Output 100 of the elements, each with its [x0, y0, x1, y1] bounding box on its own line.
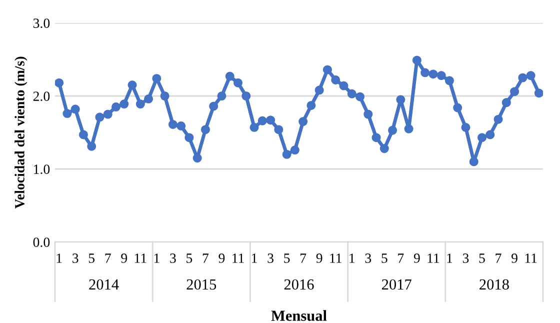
point: [168, 120, 178, 129]
point: [128, 80, 137, 90]
point: [103, 110, 112, 119]
x-tick-label: 11: [232, 254, 244, 263]
point: [217, 91, 226, 101]
point: [469, 157, 478, 166]
text: 2018: [480, 279, 509, 290]
y-tick-label: 1.0: [34, 164, 50, 174]
text: 2015: [186, 279, 216, 290]
y-tick-label: 3.0: [33, 18, 50, 28]
point: [428, 70, 438, 79]
point: [250, 122, 259, 132]
point: [372, 133, 381, 142]
x-tick-label: 9: [218, 254, 225, 263]
x-tick-label: 7: [496, 254, 502, 263]
point: [339, 81, 348, 90]
x-tick-label: 11: [134, 254, 146, 263]
point: [136, 100, 145, 109]
x-tick-label: 9: [414, 254, 420, 263]
point: [62, 109, 72, 118]
point: [87, 142, 96, 151]
point: [518, 73, 528, 82]
x-tick-label: 9: [512, 254, 518, 263]
point: [144, 94, 154, 104]
point: [314, 86, 324, 95]
x-axis-title: Mensual: [271, 310, 327, 321]
point: [420, 68, 430, 78]
point: [477, 133, 487, 142]
point: [298, 117, 308, 126]
x-tick-label: 7: [202, 254, 209, 263]
point: [380, 144, 389, 154]
point: [526, 71, 536, 80]
point: [200, 125, 210, 134]
x-tick-label: 5: [88, 254, 95, 263]
x-tick-label: 1: [154, 254, 160, 263]
point: [355, 92, 365, 102]
point: [322, 65, 332, 74]
x-tick-label: 5: [186, 254, 192, 263]
point: [347, 89, 356, 98]
point: [160, 91, 170, 101]
point: [258, 116, 267, 126]
point: [486, 130, 495, 140]
point: [111, 102, 121, 112]
x-tick-label: 1: [56, 254, 62, 263]
x-tick-label: 9: [316, 254, 322, 263]
x-tick-label: 3: [268, 254, 274, 263]
point: [404, 124, 414, 134]
point: [364, 110, 373, 119]
y-tick-label: 0.0: [33, 238, 50, 248]
x-tick-label: 1: [447, 254, 452, 263]
x-tick-label: 7: [300, 254, 306, 263]
x-tick-label: 9: [121, 254, 128, 263]
point: [461, 122, 470, 132]
x-tick-label: 1: [350, 254, 355, 263]
x-tick-label: 5: [382, 254, 388, 263]
x-tick-label: 5: [479, 254, 485, 263]
point: [274, 125, 284, 134]
x-tick-label: 5: [284, 254, 290, 263]
point: [436, 71, 446, 80]
point: [453, 103, 462, 112]
x-tick-label: 11: [525, 254, 537, 263]
point: [120, 100, 129, 109]
point: [184, 133, 194, 142]
x-tick-label: 3: [462, 254, 469, 263]
x-tick-label: 3: [72, 254, 78, 263]
point: [152, 74, 162, 83]
x-tick-label: 11: [330, 254, 342, 263]
x-tick-label: 7: [105, 254, 111, 263]
point: [282, 150, 292, 159]
y-axis-title: Velocidad del viento (m/s): [14, 56, 28, 209]
text: 2016: [284, 279, 314, 290]
x-tick-label: 3: [365, 254, 372, 263]
point: [55, 78, 64, 88]
point: [534, 88, 543, 98]
point: [70, 104, 80, 114]
point: [388, 126, 398, 135]
point: [412, 56, 422, 65]
x-tick-label: 11: [428, 254, 440, 263]
point: [95, 112, 104, 122]
point: [306, 100, 316, 110]
point: [266, 116, 276, 125]
text: 2014: [89, 279, 119, 290]
point: [290, 146, 300, 155]
y-tick-label: 2.0: [33, 92, 50, 102]
x-tick-label: 7: [398, 254, 404, 263]
point: [444, 76, 454, 86]
point: [331, 75, 340, 84]
point: [510, 87, 520, 96]
point: [242, 91, 251, 101]
point: [494, 114, 503, 124]
point: [209, 102, 218, 111]
point: [78, 130, 88, 140]
x-tick-label: 1: [252, 254, 257, 263]
point: [233, 78, 243, 88]
point: [502, 98, 511, 108]
text: 2017: [382, 279, 412, 290]
point: [225, 72, 234, 81]
point: [176, 121, 186, 130]
x-tick-label: 3: [170, 254, 176, 263]
point: [192, 154, 202, 163]
